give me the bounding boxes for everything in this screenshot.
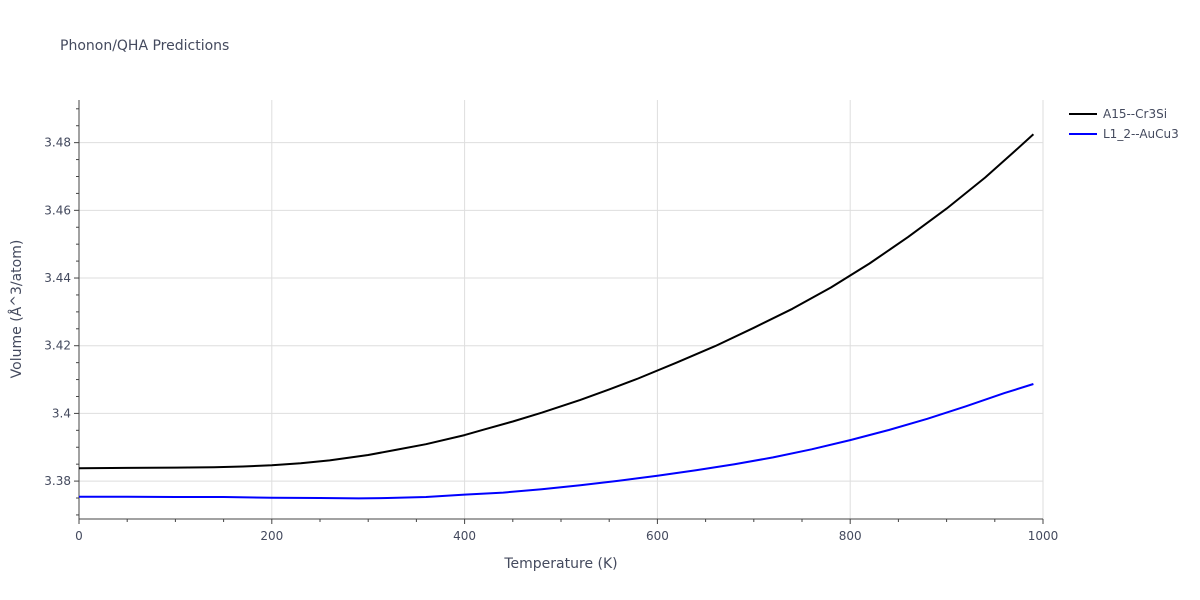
y-tick-label: 3.46 xyxy=(44,203,71,217)
series-lines xyxy=(78,133,1035,500)
x-tick-label: 600 xyxy=(646,529,669,543)
x-tick-label: 400 xyxy=(453,529,476,543)
axes xyxy=(74,100,1044,524)
x-tick-label: 200 xyxy=(260,529,283,543)
x-tick-label: 1000 xyxy=(1028,529,1059,543)
legend-label: L1_2--AuCu3 xyxy=(1103,127,1179,141)
series-line-1 xyxy=(78,133,1035,470)
x-tick-label: 800 xyxy=(839,529,862,543)
y-tick-label: 3.42 xyxy=(44,339,71,353)
legend-item-2[interactable]: L1_2--AuCu3 xyxy=(1069,127,1179,141)
chart-title: Phonon/QHA Predictions xyxy=(60,38,229,54)
legend[interactable]: A15--Cr3Si L1_2--AuCu3 xyxy=(1069,107,1179,141)
x-tick-label: 0 xyxy=(75,529,83,543)
y-tick-labels: 3.38 3.4 3.42 3.44 3.46 3.48 xyxy=(44,136,71,488)
legend-label: A15--Cr3Si xyxy=(1103,107,1167,121)
x-tick-labels: 0 200 400 600 800 1000 xyxy=(75,529,1058,543)
y-axis-title: Volume (Å^3/atom) xyxy=(8,240,25,379)
y-tick-label: 3.44 xyxy=(44,271,71,285)
series-line-2 xyxy=(79,383,1034,500)
grid xyxy=(79,100,1044,519)
y-tick-label: 3.4 xyxy=(52,406,71,420)
y-tick-label: 3.38 xyxy=(44,474,71,488)
y-tick-label: 3.48 xyxy=(44,136,71,150)
x-axis-title: Temperature (K) xyxy=(503,556,617,572)
legend-item-1[interactable]: A15--Cr3Si xyxy=(1069,107,1167,121)
